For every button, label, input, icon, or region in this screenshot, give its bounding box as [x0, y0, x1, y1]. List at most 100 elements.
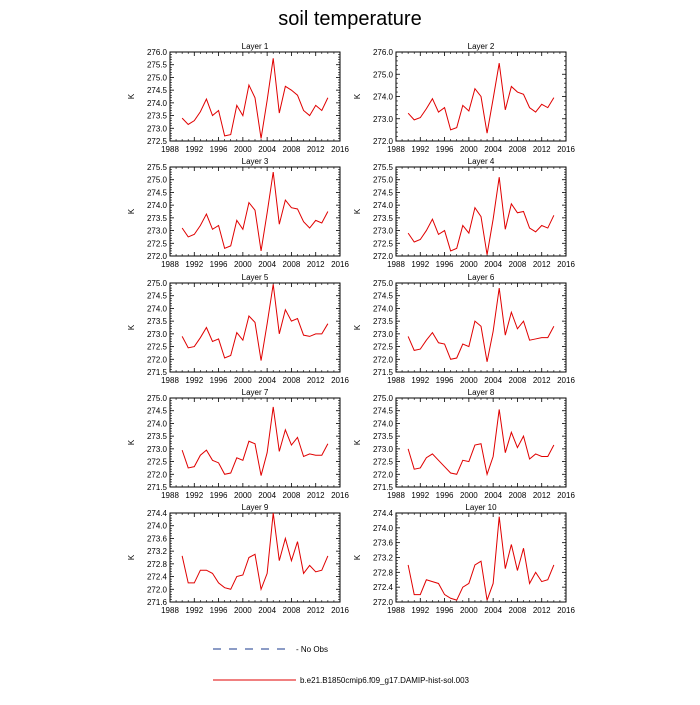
panel-5-series-line — [181, 284, 329, 361]
panel-3-y-tick-label: 275.0 — [147, 176, 168, 185]
panel-6-x-tick-label: 2008 — [509, 376, 527, 385]
panel-10-y-tick-label: 272.8 — [373, 568, 394, 577]
panel-3-y-tick-label: 273.5 — [147, 214, 168, 223]
panel-7-y-tick-label: 275.0 — [147, 394, 168, 403]
panel-9-y-tick-label: 272.8 — [147, 560, 168, 569]
panel-4-y-tick-label: 275.0 — [373, 176, 394, 185]
panel-4-y-axis-label: K — [353, 208, 362, 214]
panel-2-x-tick-label: 1988 — [387, 145, 405, 154]
panel-5-y-tick-label: 275.0 — [147, 279, 168, 288]
panel-7-x-tick-label: 2012 — [307, 491, 325, 500]
panel-9-y-tick-label: 272.4 — [147, 573, 168, 582]
panel-10-title: Layer 10 — [465, 503, 497, 512]
panel-8-y-tick-label: 274.0 — [373, 419, 394, 428]
panel-9-y-axis-label: K — [127, 554, 136, 560]
panel-8-x-tick-label: 1988 — [387, 491, 405, 500]
panel-6-x-tick-label: 2000 — [460, 376, 478, 385]
panel-10-plot-frame — [395, 512, 567, 603]
panel-4-x-tick-label: 2012 — [533, 260, 551, 269]
panel-3-x-tick-label: 1996 — [210, 260, 228, 269]
panel-10-y-tick-label: 273.2 — [373, 554, 394, 563]
panel-9-title: Layer 9 — [242, 503, 269, 512]
panel-8-y-tick-label: 272.5 — [373, 458, 394, 467]
legend-no-obs-label: - No Obs — [296, 645, 328, 654]
panel-4-y-tick-label: 273.5 — [373, 214, 394, 223]
panel-10-y-tick-label: 272.0 — [373, 598, 394, 607]
panel-8-x-tick-label: 2016 — [557, 491, 575, 500]
panel-6-y-axis-label: K — [353, 324, 362, 330]
panel-8-y-tick-label: 275.0 — [373, 394, 394, 403]
panel-4-plot-frame — [395, 166, 567, 257]
panel-9-x-tick-label: 1996 — [210, 606, 228, 615]
panel-5-y-tick-label: 274.0 — [147, 304, 168, 313]
panel-5-y-tick-label: 273.0 — [147, 330, 168, 339]
panel-8-x-tick-label: 2000 — [460, 491, 478, 500]
panel-8-x-tick-label: 2008 — [509, 491, 527, 500]
panel-9-y-tick-label: 274.4 — [147, 509, 168, 518]
panel-3-x-tick-label: 2008 — [283, 260, 301, 269]
panel-9-x-tick-label: 2000 — [234, 606, 252, 615]
panel-2-x-tick-label: 1992 — [411, 145, 429, 154]
panel-3-x-tick-label: 2012 — [307, 260, 325, 269]
panel-5-y-axis-label: K — [127, 324, 136, 330]
panel-6-x-tick-label: 2004 — [484, 376, 502, 385]
panel-1-title: Layer 1 — [242, 42, 269, 51]
figure-title: soil temperature — [278, 8, 422, 30]
panel-3-title: Layer 3 — [242, 157, 269, 166]
panel-6-title: Layer 6 — [468, 273, 495, 282]
panel-10-y-tick-label: 274.0 — [373, 524, 394, 533]
panel-9-x-tick-label: 1988 — [161, 606, 179, 615]
panel-8-series-line — [407, 409, 555, 477]
panel-1-y-tick-label: 275.5 — [147, 61, 168, 70]
panel-8-x-tick-label: 2012 — [533, 491, 551, 500]
panel-4-y-tick-label: 274.0 — [373, 201, 394, 210]
panel-6-x-tick-label: 2016 — [557, 376, 575, 385]
panel-10-x-tick-label: 2000 — [460, 606, 478, 615]
panel-6-y-tick-label: 271.5 — [373, 368, 394, 377]
panel-8-plot-frame — [395, 397, 567, 488]
panel-8-x-tick-label: 1992 — [411, 491, 429, 500]
panel-3-y-tick-label: 274.0 — [147, 201, 168, 210]
panel-5-plot-frame — [169, 282, 341, 373]
panel-2-x-tick-label: 2012 — [533, 145, 551, 154]
panel-5-y-tick-label: 274.5 — [147, 292, 168, 301]
panel-9-x-tick-label: 2008 — [283, 606, 301, 615]
panel-1-x-tick-label: 1988 — [161, 145, 179, 154]
panel-8-y-tick-label: 272.0 — [373, 470, 394, 479]
panel-3-y-tick-label: 273.0 — [147, 227, 168, 236]
panel-10-y-tick-label: 272.4 — [373, 583, 394, 592]
panel-5-x-tick-label: 1988 — [161, 376, 179, 385]
panel-4-x-tick-label: 1988 — [387, 260, 405, 269]
panel-3-y-tick-label: 274.5 — [147, 188, 168, 197]
panel-3-y-tick-label: 272.0 — [147, 252, 168, 261]
panel-5-x-tick-label: 2012 — [307, 376, 325, 385]
panel-3-x-tick-label: 2000 — [234, 260, 252, 269]
panel-8-y-tick-label: 273.0 — [373, 445, 394, 454]
panel-8-y-axis-label: K — [353, 439, 362, 445]
panel-7-x-tick-label: 1992 — [185, 491, 203, 500]
panel-1-y-tick-label: 274.5 — [147, 86, 168, 95]
panel-1-x-tick-label: 1992 — [185, 145, 203, 154]
panel-4-y-tick-label: 272.0 — [373, 252, 394, 261]
panel-5-y-tick-label: 272.5 — [147, 343, 168, 352]
panel-2-y-tick-label: 276.0 — [373, 48, 394, 57]
panel-10-y-tick-label: 274.4 — [373, 509, 394, 518]
panel-2-x-tick-label: 1996 — [436, 145, 454, 154]
panel-9-x-tick-label: 2004 — [258, 606, 276, 615]
panel-5-y-tick-label: 272.0 — [147, 355, 168, 364]
panel-7-y-tick-label: 274.5 — [147, 407, 168, 416]
panel-4-x-tick-label: 2016 — [557, 260, 575, 269]
panel-3-x-tick-label: 2004 — [258, 260, 276, 269]
panel-10-x-tick-label: 1996 — [436, 606, 454, 615]
panel-10-x-tick-label: 2008 — [509, 606, 527, 615]
panel-10-series-line — [407, 516, 555, 601]
panel-6-y-tick-label: 274.0 — [373, 304, 394, 313]
panel-2-x-tick-label: 2004 — [484, 145, 502, 154]
panel-6-x-tick-label: 1996 — [436, 376, 454, 385]
panel-10-y-tick-label: 273.6 — [373, 539, 394, 548]
panel-10-y-axis-label: K — [353, 554, 362, 560]
panel-1-series-line — [181, 58, 329, 139]
panel-6-y-tick-label: 272.5 — [373, 343, 394, 352]
panel-9-x-tick-label: 1992 — [185, 606, 203, 615]
